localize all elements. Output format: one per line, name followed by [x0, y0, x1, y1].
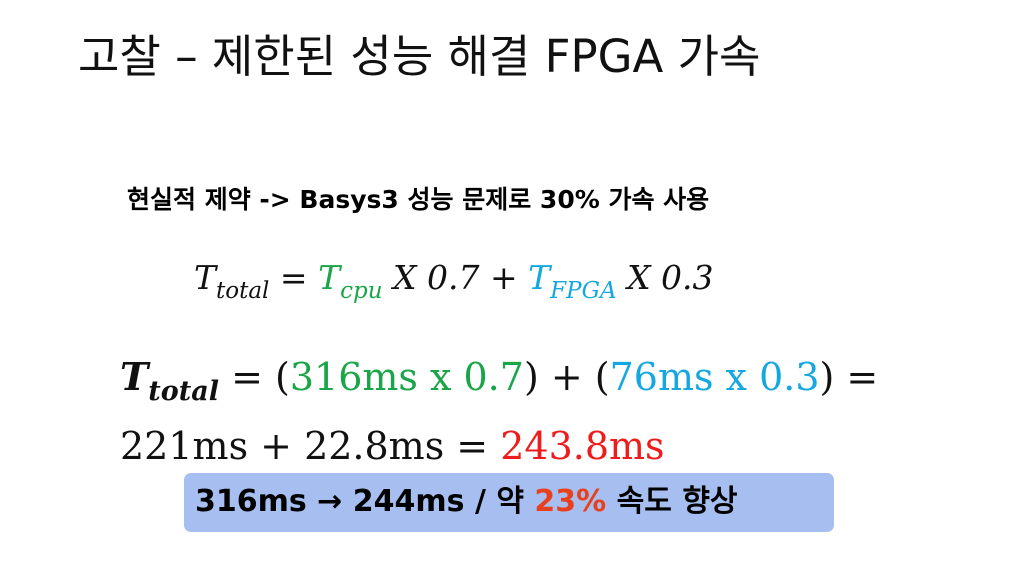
formula1-fpga-sub: FPGA — [550, 278, 617, 304]
formula1-plus: + — [489, 258, 518, 297]
formula2-lhs-main: T — [120, 354, 149, 399]
result-prefix: 316ms → 244ms / 약 — [195, 484, 524, 519]
formula1-cpu-main: T — [318, 258, 341, 297]
formula2-line1: Ttotal = (316ms x 0.7) + (76ms x 0.3) = — [120, 350, 878, 419]
formula1-cpu-term: Tcpu — [318, 258, 382, 304]
result-highlight-box — [184, 473, 834, 532]
formula2-close: ) = — [819, 355, 879, 399]
formula2-equals-open: = ( — [231, 355, 290, 399]
formula1-fpga-main: T — [528, 258, 551, 297]
formula2-lhs-sub: total — [148, 376, 219, 407]
formula1-lhs-main: T — [194, 258, 217, 297]
formula2-line2-prefix: 221ms + 22.8ms = — [120, 424, 489, 468]
slide-title: 고찰 – 제한된 성능 해결 FPGA 가속 — [78, 30, 761, 83]
formula2-cpu-part: 316ms x 0.7 — [289, 355, 524, 399]
formula2-fpga-part: 76ms x 0.3 — [609, 355, 820, 399]
formula1-lhs-sub: total — [216, 278, 270, 304]
result-percent: 23% — [534, 484, 607, 519]
calculation-formula: Ttotal = (316ms x 0.7) + (76ms x 0.3) = … — [120, 350, 878, 473]
result-suffix: 속도 향상 — [616, 484, 738, 519]
formula1-fpga-term: TFPGA — [528, 258, 616, 304]
formula1-cpu-sub: cpu — [340, 278, 383, 304]
slide-subtitle: 현실적 제약 -> Basys3 성능 문제로 30% 가속 사용 — [127, 185, 710, 214]
general-formula: Ttotal = Tcpu X 0.7 + TFPGA X 0.3 — [194, 258, 714, 304]
formula1-cpu-factor: X 0.7 — [393, 258, 480, 297]
result-text: 316ms → 244ms / 약 23% 속도 향상 — [195, 481, 755, 523]
formula2-mid: ) + ( — [523, 355, 610, 399]
formula2-result: 243.8ms — [500, 424, 665, 468]
formula1-equals: = — [279, 258, 308, 297]
formula1-fpga-factor: X 0.3 — [627, 258, 714, 297]
formula2-line2: 221ms + 22.8ms = 243.8ms — [120, 419, 878, 473]
